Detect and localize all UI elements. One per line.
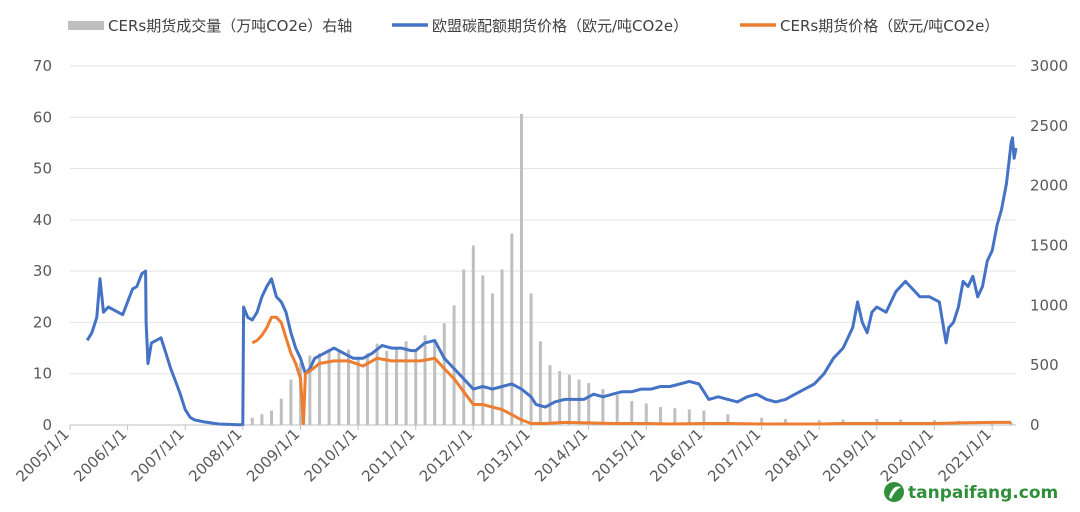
volume-bar bbox=[519, 113, 523, 425]
y-left-tick-label: 60 bbox=[33, 108, 52, 126]
volume-bar bbox=[481, 275, 485, 425]
volume-bar bbox=[615, 395, 619, 425]
volume-bar bbox=[673, 408, 677, 425]
gridlines bbox=[70, 65, 1016, 426]
volume-bar bbox=[279, 398, 283, 425]
volume-bar bbox=[375, 343, 379, 425]
watermark-text: tanpaifang.com bbox=[908, 483, 1058, 503]
volume-bar bbox=[630, 401, 634, 425]
y-right-tick-label: 0 bbox=[1030, 416, 1040, 434]
volume-bar bbox=[702, 410, 706, 425]
x-tick-label: 2017/1/1 bbox=[704, 425, 764, 485]
x-tick-label: 2011/1/1 bbox=[358, 425, 418, 485]
x-tick-label: 2021/1/1 bbox=[935, 425, 995, 485]
y-right-tick-label: 2000 bbox=[1030, 177, 1068, 195]
price-lines bbox=[85, 136, 1018, 427]
volume-bar bbox=[538, 341, 542, 425]
volume-bar bbox=[260, 414, 264, 425]
legend: CERs期货成交量（万吨CO2e）右轴 欧盟碳配额期货价格（欧元/吨CO2e） … bbox=[68, 17, 999, 35]
volume-bar bbox=[462, 269, 466, 425]
volume-bar bbox=[726, 414, 730, 425]
volume-bar bbox=[385, 350, 389, 425]
x-tick-label: 2010/1/1 bbox=[301, 425, 361, 485]
volume-bar bbox=[658, 407, 662, 425]
y-left-tick-label: 0 bbox=[42, 416, 52, 434]
volume-bar bbox=[337, 352, 341, 425]
volume-bar bbox=[529, 293, 533, 425]
y-left-tick-label: 30 bbox=[33, 262, 52, 280]
volume-bar bbox=[347, 349, 351, 425]
cer-price-line bbox=[251, 315, 1012, 426]
leaf-shape bbox=[889, 486, 901, 499]
x-tick-label: 2019/1/1 bbox=[819, 425, 879, 485]
volume-bar bbox=[414, 350, 418, 425]
volume-bar bbox=[404, 341, 408, 425]
y-right-tick-label: 2500 bbox=[1030, 117, 1068, 135]
y-left-tick-label: 70 bbox=[33, 57, 52, 75]
x-tick-label: 2020/1/1 bbox=[877, 425, 937, 485]
watermark: tanpaifang.com bbox=[884, 482, 1058, 503]
y-left-tick-label: 20 bbox=[33, 313, 52, 331]
x-tick-label: 2005/1/1 bbox=[12, 425, 72, 485]
legend-label-eua: 欧盟碳配额期货价格（欧元/吨CO2e） bbox=[432, 17, 688, 35]
y-right-tick-label: 1000 bbox=[1030, 296, 1068, 314]
volume-bar bbox=[423, 335, 427, 425]
volume-bar bbox=[687, 409, 691, 425]
volume-bar bbox=[601, 389, 605, 425]
volume-bar bbox=[356, 357, 360, 425]
y-left-tick-label: 50 bbox=[33, 160, 52, 178]
eua-price-line bbox=[85, 136, 1018, 427]
x-tick-label: 2018/1/1 bbox=[762, 425, 822, 485]
volume-bar bbox=[510, 233, 514, 425]
x-tick-label: 2006/1/1 bbox=[70, 425, 130, 485]
y-axis-right: 0 500 1000 1500 2000 2500 3000 bbox=[1030, 57, 1068, 434]
volume-bar bbox=[558, 371, 562, 425]
volume-bar bbox=[442, 323, 446, 425]
legend-swatch-volume bbox=[68, 21, 104, 30]
x-tick-label: 2008/1/1 bbox=[185, 425, 245, 485]
legend-label-cer: CERs期货价格（欧元/吨CO2e） bbox=[780, 17, 999, 35]
volume-bar bbox=[760, 417, 764, 425]
volume-bar bbox=[317, 353, 321, 425]
volume-bar bbox=[587, 383, 591, 425]
volume-bar bbox=[289, 379, 293, 425]
y-right-tick-label: 3000 bbox=[1030, 57, 1068, 75]
volume-bar bbox=[270, 410, 274, 425]
volume-bar bbox=[1009, 422, 1013, 425]
volume-bar bbox=[783, 419, 787, 425]
volume-bars bbox=[250, 113, 1013, 425]
legend-label-volume: CERs期货成交量（万吨CO2e）右轴 bbox=[108, 17, 352, 35]
y-right-tick-label: 1500 bbox=[1030, 237, 1068, 255]
volume-bar bbox=[577, 379, 581, 425]
volume-bar bbox=[471, 245, 475, 425]
volume-bar bbox=[365, 353, 369, 425]
volume-bar bbox=[308, 355, 312, 425]
x-tick-label: 2009/1/1 bbox=[243, 425, 303, 485]
x-tick-label: 2007/1/1 bbox=[128, 425, 188, 485]
volume-bar bbox=[433, 341, 437, 425]
volume-bar bbox=[452, 305, 456, 425]
x-axis: 2005/1/12006/1/12007/1/12008/1/12009/1/1… bbox=[12, 425, 995, 485]
x-tick-label: 2014/1/1 bbox=[531, 425, 591, 485]
volume-bar bbox=[394, 348, 398, 425]
x-tick-label: 2012/1/1 bbox=[416, 425, 476, 485]
y-left-tick-label: 10 bbox=[33, 365, 52, 383]
volume-bar bbox=[490, 293, 494, 425]
x-tick-label: 2013/1/1 bbox=[474, 425, 534, 485]
x-tick-label: 2015/1/1 bbox=[589, 425, 649, 485]
x-tick-label: 2016/1/1 bbox=[646, 425, 706, 485]
volume-bar bbox=[327, 350, 331, 425]
volume-bar bbox=[548, 365, 552, 425]
y-right-tick-label: 500 bbox=[1030, 356, 1059, 374]
volume-bar bbox=[644, 403, 648, 425]
y-axis-left: 0 10 20 30 40 50 60 70 bbox=[33, 57, 52, 434]
y-left-tick-label: 40 bbox=[33, 211, 52, 229]
volume-bar bbox=[500, 269, 504, 425]
volume-bar bbox=[250, 417, 254, 425]
